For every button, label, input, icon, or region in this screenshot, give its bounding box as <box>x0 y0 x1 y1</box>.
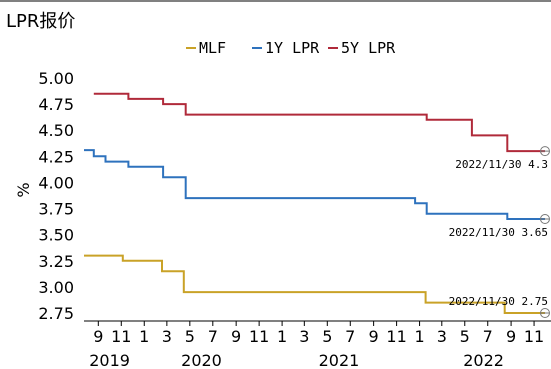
annotation-mlf: 2022/11/30 2.75 <box>449 295 548 308</box>
x-year-label: 2019 <box>89 351 130 369</box>
annotations: 2022/11/30 4.3 2022/11/30 3.65 2022/11/30 … <box>449 158 548 308</box>
y-tick-label: 5.00 <box>38 69 74 88</box>
legend: MLF 1Y LPR 5Y LPR <box>186 39 396 57</box>
y-tick-label: 3.25 <box>38 252 74 271</box>
x-tick-label: 7 <box>483 327 493 346</box>
x-tick-label: 5 <box>460 327 470 346</box>
x-year-label: 2021 <box>319 351 360 369</box>
y-tick-label: 2.75 <box>38 304 74 323</box>
x-tick-label: 3 <box>437 327 447 346</box>
y-tick-label: 3.50 <box>38 226 74 245</box>
x-tick-label: 3 <box>299 327 309 346</box>
x-tick-label: 9 <box>506 327 516 346</box>
y-tick-label: 4.25 <box>38 147 74 166</box>
series-lines <box>84 94 545 313</box>
x-tick-label: 11 <box>249 327 269 346</box>
y-tick-label: 4.50 <box>38 121 74 140</box>
x-year-label: 2022 <box>463 351 504 369</box>
series-line-5y-lpr <box>94 94 545 151</box>
legend-label-5y-lpr: 5Y LPR <box>341 39 396 57</box>
y-tick-label: 3.00 <box>38 278 74 297</box>
chart-title: LPR报价 <box>6 11 75 32</box>
legend-label-mlf: MLF <box>199 39 226 57</box>
x-axis-ticks: 9 11 1 3 5 7 9 11 1 3 5 7 9 11 1 3 5 7 9 11 <box>93 321 544 346</box>
annotation-5y-lpr: 2022/11/30 4.3 <box>455 158 548 171</box>
y-tick-label: 3.75 <box>38 200 74 219</box>
annotation-1y-lpr: 2022/11/30 3.65 <box>449 226 548 239</box>
x-tick-label: 3 <box>162 327 172 346</box>
x-tick-label: 1 <box>277 327 287 346</box>
x-tick-label: 9 <box>369 327 379 346</box>
legend-label-1y-lpr: 1Y LPR <box>265 39 320 57</box>
y-axis-label: % <box>14 182 33 197</box>
x-tick-label: 11 <box>386 327 406 346</box>
x-tick-label: 11 <box>111 327 131 346</box>
x-year-label: 2020 <box>181 351 222 369</box>
y-axis-ticks: 5.00 4.75 4.50 4.25 4.00 3.75 3.50 3.25 3.00 2.75 <box>38 69 74 323</box>
x-tick-label: 7 <box>345 327 355 346</box>
x-tick-label: 5 <box>322 327 332 346</box>
x-tick-label: 1 <box>139 327 149 346</box>
x-tick-label: 9 <box>231 327 241 346</box>
x-tick-label: 11 <box>524 327 544 346</box>
x-tick-label: 9 <box>93 327 103 346</box>
x-tick-label: 5 <box>185 327 195 346</box>
y-tick-label: 4.75 <box>38 95 74 114</box>
x-tick-label: 7 <box>208 327 218 346</box>
y-tick-label: 4.00 <box>38 173 74 192</box>
x-axis-years: 2019 2020 2021 2022 <box>89 351 504 369</box>
x-tick-label: 1 <box>414 327 424 346</box>
